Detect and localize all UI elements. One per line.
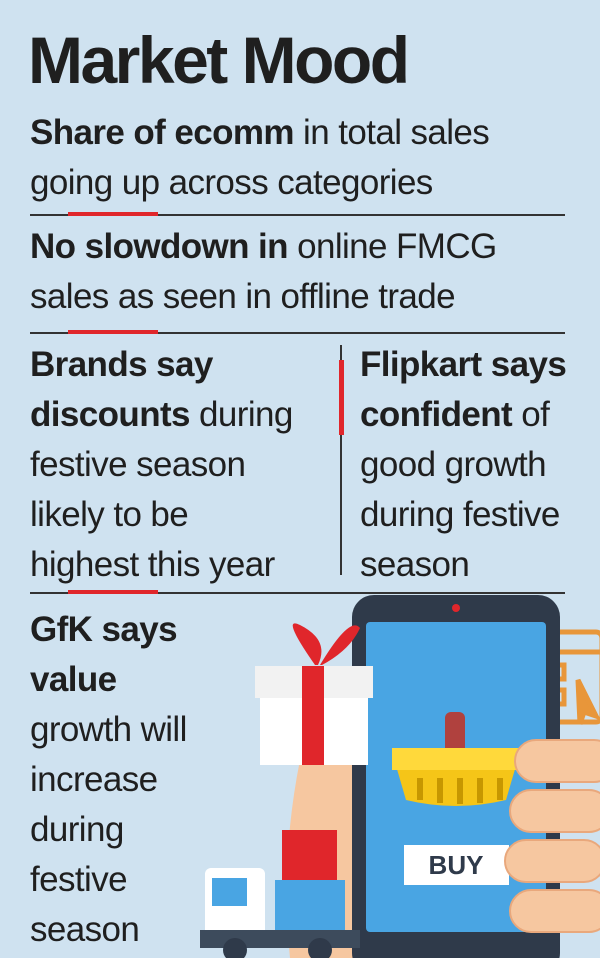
text-line: Flipkart says [360,340,567,390]
point: Share of ecomm in total sales going up ac… [30,108,490,208]
text: online FMCG [287,227,497,266]
bold-text: Flipkart says [360,345,567,384]
text-line: value [30,655,187,705]
text-line: season [360,540,566,590]
truck [200,830,360,958]
text-line: No slowdown in online FMCG [30,222,497,272]
buy-label: BUY [429,850,484,880]
buy-button [404,845,509,885]
title: Market Mood [28,23,410,97]
gift [255,623,373,765]
text-line: discounts during [30,390,293,440]
accent [68,212,158,216]
point: GfK says value growth will increase during fe… [30,605,187,955]
text: during festive [360,495,560,534]
point: Flipkart says confident of good growth duri… [360,340,567,590]
text-line: Share of ecomm in total sales [30,108,490,158]
fingers [504,739,600,933]
point: No slowdown in online FMCG sales as seen … [30,222,497,322]
text: increase [30,760,158,799]
divider [30,332,565,334]
accent [68,590,158,594]
accent [339,360,344,435]
text-line: likely to be [30,490,293,540]
text-line: during festive [360,490,566,540]
text-line: festive [30,855,187,905]
text: going up across categories [30,163,433,202]
bold-text: No slowdown in [30,227,289,266]
text: during [189,395,293,434]
divider [30,592,565,594]
text-line: GfK says [30,605,187,655]
text-line: sales as seen in offline trade [30,272,497,322]
bold-text: Brands say [30,345,213,384]
accent [68,330,158,334]
text-line: season [30,905,187,955]
bold-text: confident [360,395,513,434]
text: during [30,810,124,849]
column-divider [340,345,342,575]
text-line: going up across categories [30,158,489,208]
point: Brands say discounts during festive season… [30,340,293,590]
text-line: growth will [30,705,187,755]
text: highest this year [30,545,275,584]
bold-text: discounts [30,395,191,434]
bold-text: value [30,660,117,699]
text: in total sales [293,113,490,152]
text: season [360,545,470,584]
text-line: confident of [360,390,566,440]
text: growth will [30,710,187,749]
text: of [512,395,550,434]
text: festive season [30,445,246,484]
text: likely to be [30,495,189,534]
text: festive [30,860,128,899]
bold-text: Share of ecomm [30,113,295,152]
text-line: highest this year [30,540,293,590]
text-line: increase [30,755,187,805]
text-line: Brands say [30,340,293,390]
text-line: festive season [30,440,293,490]
text: sales as seen in offline trade [30,277,456,316]
text: season [30,910,140,949]
bold-text: GfK says [30,610,178,649]
text-line: during [30,805,187,855]
text-line: good growth [360,440,566,490]
basket [392,712,520,806]
divider [30,214,565,216]
text: good growth [360,445,547,484]
